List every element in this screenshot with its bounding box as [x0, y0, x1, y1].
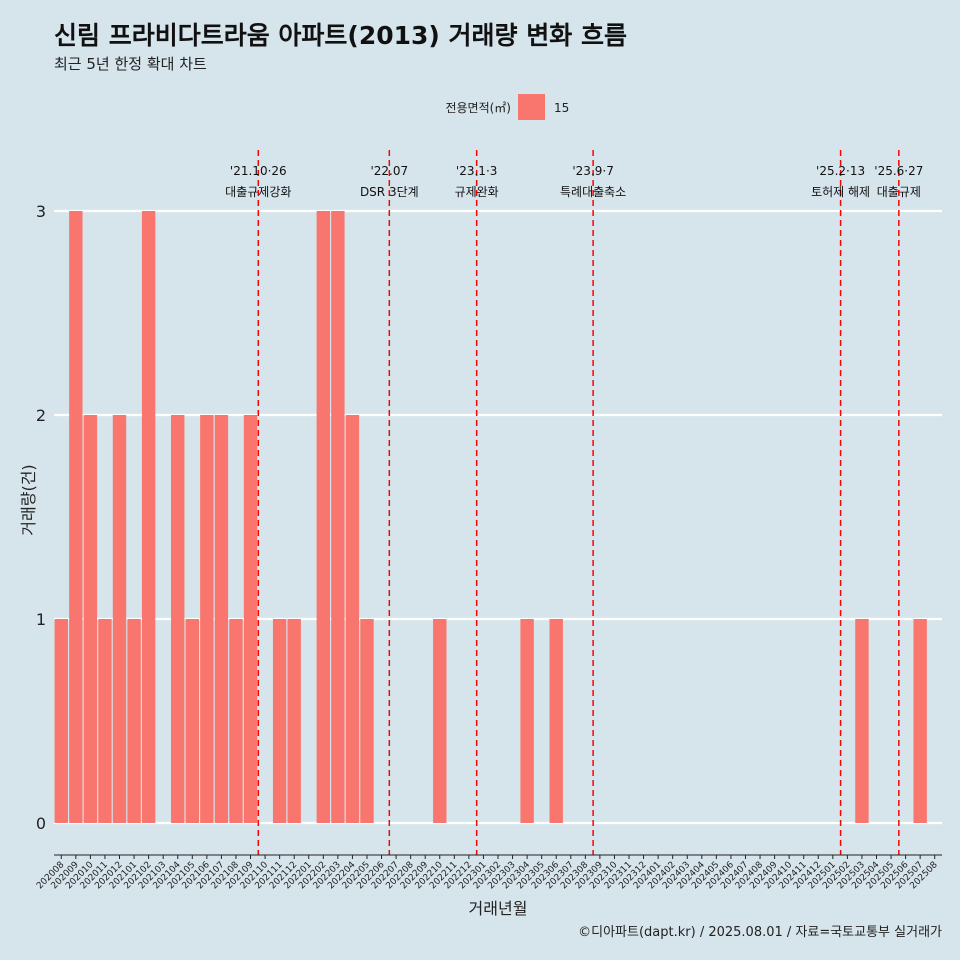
bar-202210: [433, 619, 447, 823]
bar-202203: [331, 211, 345, 823]
bar-202009: [69, 211, 83, 823]
y-tick-label: 1: [36, 610, 46, 629]
bar-202503: [855, 619, 869, 823]
chart-title: 신림 프라비다트라움 아파트(2013) 거래량 변화 흐름: [54, 21, 627, 50]
bar-202111: [272, 619, 287, 823]
bar-202106: [200, 415, 214, 823]
bar-202202: [316, 211, 331, 823]
source-caption: ©디아파트(dapt.kr) / 2025.08.01 / 자료=국토교통부 실…: [578, 925, 942, 940]
bar-202104: [171, 415, 185, 823]
annotation-labels: '21.10·26 대출규제강화 '22.07 DSR 3단계 '23.1·3 규제완화 '…: [225, 164, 923, 199]
annotation-event: 특례대출축소: [560, 185, 626, 199]
bars: [54, 211, 927, 823]
bar-202011: [98, 619, 112, 823]
legend: 전용면적(㎡) 15: [445, 94, 569, 120]
annotation-event: 대출규제강화: [225, 185, 291, 199]
legend-title: 전용면적(㎡): [445, 101, 511, 115]
annotation-date: '25.6·27: [874, 164, 923, 178]
bar-202112: [287, 619, 301, 823]
annotation-date: '21.10·26: [230, 164, 287, 178]
bar-202304: [520, 619, 534, 823]
annotation-event: 규제완화: [455, 185, 499, 199]
x-axis: 2020082020092020102020112020122021012021…: [35, 854, 942, 891]
annotation-date: '22.07: [370, 164, 408, 178]
bar-202205: [360, 619, 374, 823]
bar-202105: [185, 619, 199, 823]
annotation-event: 대출규제: [877, 185, 921, 199]
bar-202008: [54, 619, 68, 823]
bar-202101: [127, 619, 141, 823]
y-tick-label: 3: [36, 202, 46, 221]
y-axis-ticks: 0 1 2 3: [36, 202, 46, 833]
legend-swatch-15: [518, 94, 545, 120]
bar-202204: [345, 415, 360, 823]
annotation-date: '23.9·7: [572, 164, 613, 178]
y-tick-label: 2: [36, 406, 46, 425]
bar-202107: [214, 415, 229, 823]
bar-202010: [83, 415, 98, 823]
bar-202306: [549, 619, 563, 823]
bar-202109: [243, 415, 258, 823]
bar-202108: [229, 619, 243, 823]
annotation-date: '25.2·13: [816, 164, 865, 178]
annotation-event: DSR 3단계: [360, 185, 419, 199]
x-axis-label: 거래년월: [469, 899, 528, 918]
bar-202012: [112, 415, 127, 823]
bar-202102: [141, 211, 156, 823]
annotation-date: '23.1·3: [456, 164, 497, 178]
bar-202507: [913, 619, 927, 823]
annotation-event: 토허제 해제: [811, 185, 870, 199]
legend-label-15: 15: [554, 101, 569, 115]
chart-subtitle: 최근 5년 한정 확대 차트: [54, 55, 207, 73]
y-tick-label: 0: [36, 814, 46, 833]
annotation-lines: [257, 150, 900, 855]
y-axis-label: 거래량(건): [19, 464, 38, 535]
